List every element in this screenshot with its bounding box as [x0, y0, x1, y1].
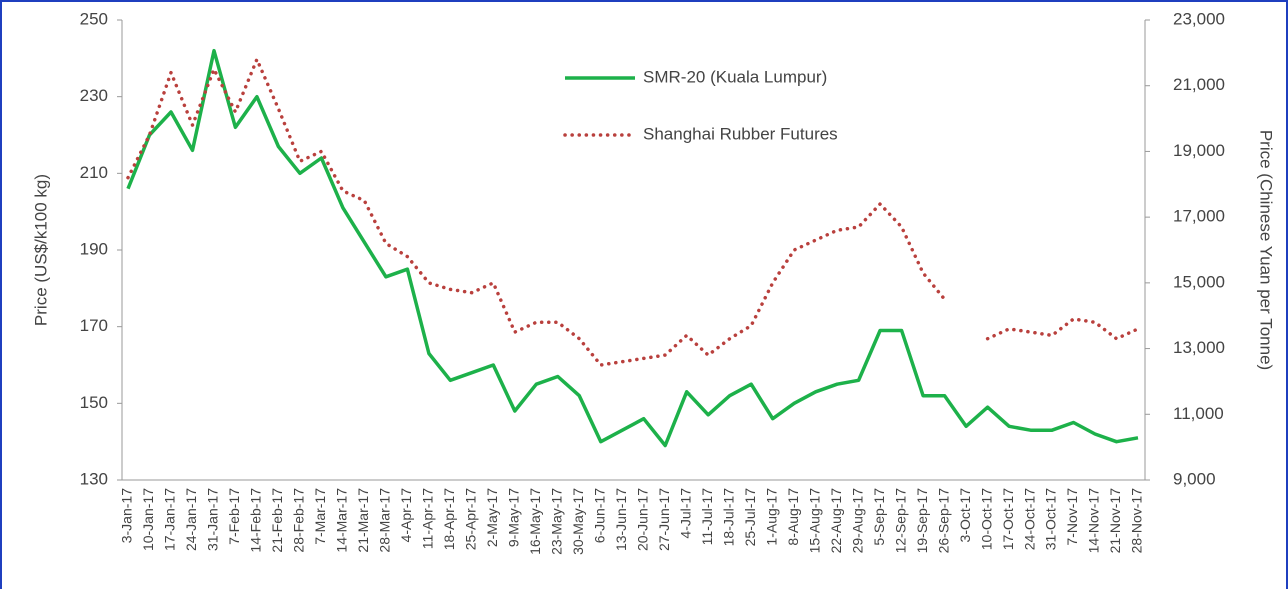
x-tick-label: 28-Feb-17	[291, 488, 307, 553]
x-tick-label: 21-Nov-17	[1107, 488, 1123, 554]
x-tick-label: 15-Aug-17	[806, 488, 822, 554]
y2-axis-label: Price (Chinese Yuan per Tonne)	[1257, 130, 1276, 370]
x-tick-label: 19-Sep-17	[914, 488, 930, 554]
x-tick-label: 10-Jan-17	[140, 488, 156, 551]
x-tick-label: 17-Jan-17	[162, 488, 178, 551]
y2-tick-label: 15,000	[1173, 272, 1225, 291]
x-tick-label: 7-Nov-17	[1064, 488, 1080, 546]
y-tick-label: 190	[80, 239, 108, 258]
x-tick-label: 26-Sep-17	[935, 488, 951, 554]
y-tick-label: 230	[80, 86, 108, 105]
x-tick-label: 4-Jul-17	[677, 488, 693, 539]
y-tick-label: 210	[80, 163, 108, 182]
y2-tick-label: 9,000	[1173, 469, 1216, 488]
x-tick-label: 6-Jun-17	[591, 488, 607, 543]
x-tick-label: 14-Nov-17	[1086, 488, 1102, 554]
x-tick-label: 29-Aug-17	[849, 488, 865, 554]
y-tick-label: 170	[80, 316, 108, 335]
x-tick-label: 9-May-17	[506, 488, 522, 547]
x-tick-label: 21-Mar-17	[355, 488, 371, 553]
x-tick-label: 7-Mar-17	[312, 488, 328, 545]
x-tick-label: 23-May-17	[548, 488, 564, 555]
x-tick-label: 24-Jan-17	[183, 488, 199, 551]
x-tick-label: 11-Jul-17	[699, 488, 715, 546]
x-tick-label: 18-Jul-17	[720, 488, 736, 547]
x-tick-label: 5-Sep-17	[871, 488, 887, 546]
x-tick-label: 31-Jan-17	[205, 488, 221, 551]
y2-tick-label: 23,000	[1173, 9, 1225, 28]
x-tick-label: 11-Apr-17	[420, 488, 436, 549]
x-tick-label: 14-Mar-17	[334, 488, 350, 553]
x-tick-label: 16-May-17	[527, 488, 543, 555]
x-tick-label: 28-Mar-17	[377, 488, 393, 553]
x-tick-label: 7-Feb-17	[226, 488, 242, 545]
x-tick-label: 17-Oct-17	[1000, 488, 1016, 550]
x-tick-label: 30-May-17	[570, 488, 586, 555]
y2-tick-label: 19,000	[1173, 141, 1225, 160]
x-tick-label: 25-Apr-17	[463, 488, 479, 550]
x-tick-label: 1-Aug-17	[763, 488, 779, 546]
x-tick-label: 31-Oct-17	[1043, 488, 1059, 550]
x-tick-label: 8-Aug-17	[785, 488, 801, 546]
series-line	[126, 54, 1140, 367]
x-tick-label: 22-Aug-17	[828, 488, 844, 554]
x-tick-label: 10-Oct-17	[978, 488, 994, 550]
x-tick-label: 13-Jun-17	[613, 488, 629, 551]
y-axis-label: Price (US$/k100 kg)	[31, 174, 50, 326]
x-tick-label: 21-Feb-17	[269, 488, 285, 553]
y-tick-label: 130	[80, 469, 108, 488]
x-tick-label: 3-Jan-17	[119, 488, 135, 543]
y2-tick-label: 11,000	[1173, 404, 1224, 423]
x-tick-label: 20-Jun-17	[634, 488, 650, 551]
x-tick-label: 4-Apr-17	[398, 488, 414, 543]
y2-tick-label: 21,000	[1173, 75, 1225, 94]
y-tick-label: 250	[80, 9, 108, 28]
y-tick-label: 150	[80, 393, 108, 412]
y2-tick-label: 17,000	[1173, 207, 1225, 226]
legend-label: SMR-20 (Kuala Lumpur)	[643, 67, 827, 86]
x-tick-label: 18-Apr-17	[441, 488, 457, 550]
x-tick-label: 14-Feb-17	[248, 488, 264, 553]
legend-label: Shanghai Rubber Futures	[643, 124, 838, 143]
x-tick-label: 2-May-17	[484, 488, 500, 547]
x-tick-label: 28-Nov-17	[1129, 488, 1145, 554]
series-line	[126, 48, 1139, 448]
x-tick-label: 25-Jul-17	[742, 488, 758, 547]
x-tick-label: 27-Jun-17	[656, 488, 672, 551]
y2-tick-label: 13,000	[1173, 338, 1225, 357]
x-tick-label: 24-Oct-17	[1021, 488, 1037, 550]
x-tick-label: 12-Sep-17	[892, 488, 908, 554]
x-tick-label: 3-Oct-17	[957, 488, 973, 543]
